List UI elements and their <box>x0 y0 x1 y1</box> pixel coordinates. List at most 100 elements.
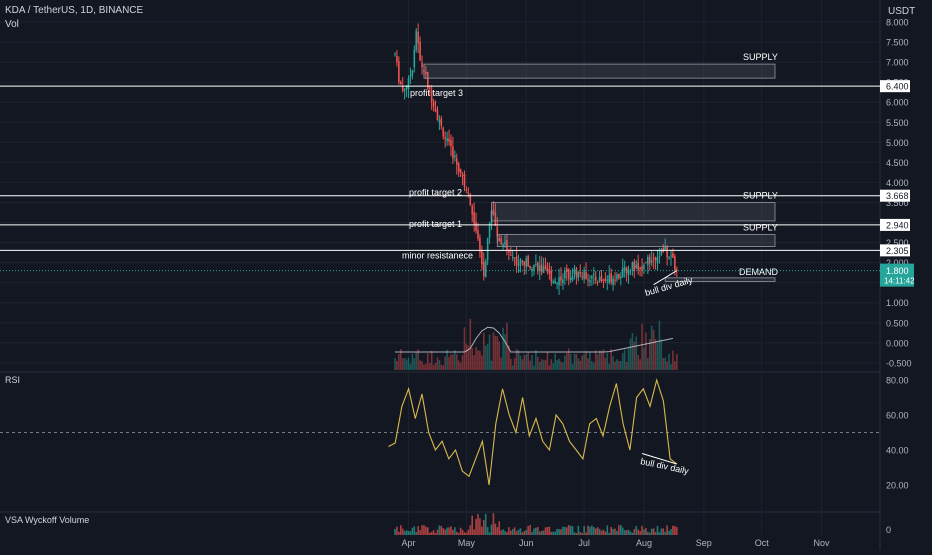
candle-body <box>484 261 487 278</box>
vsa-volume-bar <box>446 527 448 535</box>
volume-bar <box>660 339 663 370</box>
volume-bar <box>658 320 661 370</box>
vsa-volume-bar <box>440 525 443 535</box>
candle-body <box>425 71 427 75</box>
candle-body <box>604 278 607 281</box>
volume-bar <box>674 361 676 370</box>
volume-bar <box>479 350 481 370</box>
candle-body <box>463 173 466 187</box>
volume-bar <box>585 351 587 370</box>
volume-bar <box>461 355 464 370</box>
volume-bar <box>533 365 535 370</box>
volume-bar <box>430 350 433 370</box>
volume-bar <box>446 349 448 370</box>
candle-body <box>565 268 568 273</box>
volume-bar <box>602 349 605 370</box>
vsa-volume-bar <box>423 525 425 535</box>
vsa-volume-bar <box>409 531 412 535</box>
rsi-tick-label: 60.00 <box>886 411 909 421</box>
vsa-volume-bar <box>581 532 584 535</box>
volume-bar <box>401 358 404 370</box>
vsa-volume-bar <box>463 532 466 535</box>
volume-bar <box>506 323 508 370</box>
vsa-volume-bar <box>606 525 609 535</box>
volume-bar <box>604 357 607 370</box>
candle-body <box>436 110 439 120</box>
candle-body <box>506 239 508 252</box>
volume-bar <box>490 360 493 370</box>
zone-box <box>491 202 776 222</box>
candle-body <box>502 244 504 247</box>
x-tick-label: Nov <box>814 538 831 548</box>
volume-bar <box>396 360 398 370</box>
vsa-volume-bar <box>496 527 499 535</box>
candle-body <box>606 279 609 281</box>
candle-body <box>432 101 435 107</box>
volume-bar <box>436 357 439 370</box>
volume-bar <box>457 360 460 370</box>
candle-body <box>467 191 470 193</box>
y-tick-label: 0.500 <box>886 318 909 328</box>
volume-bar <box>527 352 529 370</box>
candle-body <box>589 280 591 283</box>
rsi-tick-label: 80.00 <box>886 376 909 386</box>
volume-bar <box>428 362 431 370</box>
zone-box <box>664 277 776 282</box>
vsa-volume-bar <box>442 528 445 535</box>
volume-bar <box>442 365 445 370</box>
candle-body <box>587 279 589 281</box>
vsa-volume-bar <box>484 513 487 535</box>
candle-body <box>529 265 531 269</box>
vsa-volume-bar <box>583 526 585 535</box>
vsa-volume-bar <box>538 531 541 535</box>
candle-body <box>577 272 580 279</box>
y-tick-label: 4.500 <box>886 158 909 168</box>
volume-label: Vol <box>5 19 19 30</box>
y-tick-label: 5.500 <box>886 118 909 128</box>
vsa-volume-bar <box>471 515 473 535</box>
candle-body <box>544 265 547 269</box>
vsa-volume-bar <box>548 526 551 535</box>
vsa-volume-bar <box>455 531 458 535</box>
candle-body <box>523 261 526 266</box>
vsa-volume-bar <box>533 528 535 535</box>
volume-bar <box>670 364 672 370</box>
candle-body <box>396 56 398 63</box>
volume-bar <box>648 339 651 370</box>
current-price-tag <box>880 263 914 287</box>
candle-body <box>477 230 479 239</box>
volume-bar <box>508 345 510 370</box>
volume-bar <box>473 355 475 370</box>
vsa-volume-bar <box>627 529 630 535</box>
vsa-volume-bar <box>625 530 628 535</box>
candle-body <box>583 270 585 280</box>
candle-body <box>444 136 446 139</box>
candle-body <box>643 264 645 269</box>
vsa-volume-bar <box>421 525 423 535</box>
candle-body <box>511 257 514 259</box>
candle-body <box>492 209 495 214</box>
volume-bar <box>471 347 473 370</box>
volume-bar <box>405 359 408 370</box>
price-tag-box <box>880 218 910 231</box>
level-label: profit target 2 <box>409 188 462 198</box>
volume-bar <box>567 348 570 370</box>
zone-label: SUPPLY <box>743 223 778 233</box>
volume-bar <box>623 349 626 370</box>
volume-bar <box>444 356 446 370</box>
symbol-title: KDA / TetherUS, 1D, BINANCE <box>5 5 144 16</box>
candle-body <box>459 168 462 174</box>
volume-bar <box>654 338 657 370</box>
vsa-volume-bar <box>523 531 526 535</box>
candle-body <box>419 41 421 61</box>
volume-bar <box>498 341 501 370</box>
vsa-volume-bar <box>425 526 427 535</box>
vsa-volume-bar <box>666 525 668 535</box>
candle-body <box>616 274 618 280</box>
vsa-volume-bar <box>650 528 653 535</box>
volume-bar <box>650 325 653 370</box>
candle-body <box>411 70 414 76</box>
candle-body <box>666 245 668 258</box>
vsa-volume-bar <box>500 530 502 535</box>
vsa-volume-bar <box>506 532 508 535</box>
